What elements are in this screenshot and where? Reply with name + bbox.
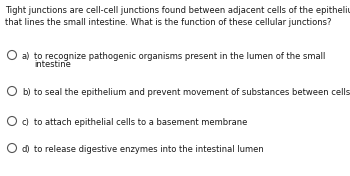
Text: b): b)	[22, 88, 31, 97]
Text: to seal the epithelium and prevent movement of substances between cells: to seal the epithelium and prevent movem…	[34, 88, 350, 97]
Text: a): a)	[22, 52, 30, 61]
Text: c): c)	[22, 118, 30, 127]
Text: to attach epithelial cells to a basement membrane: to attach epithelial cells to a basement…	[34, 118, 247, 127]
Text: d): d)	[22, 145, 31, 154]
Text: to release digestive enzymes into the intestinal lumen: to release digestive enzymes into the in…	[34, 145, 264, 154]
Text: to recognize pathogenic organisms present in the lumen of the small: to recognize pathogenic organisms presen…	[34, 52, 326, 61]
Text: intestine: intestine	[34, 60, 71, 69]
Text: Tight junctions are cell-cell junctions found between adjacent cells of the epit: Tight junctions are cell-cell junctions …	[5, 6, 350, 27]
